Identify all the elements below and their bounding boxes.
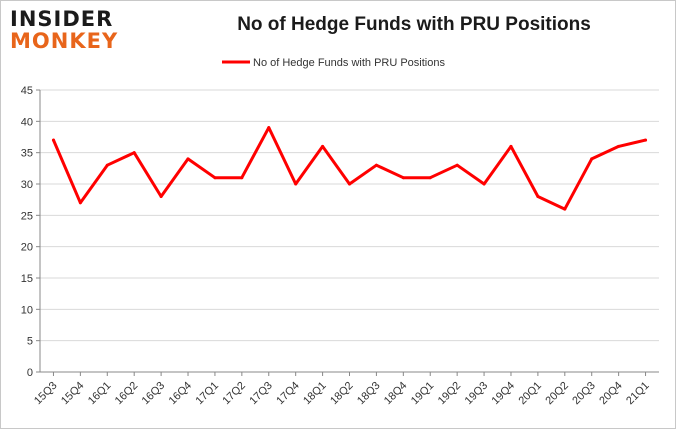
x-tick-label-18Q2: 18Q2 [328, 380, 356, 408]
data-point-19Q4 [509, 144, 513, 148]
data-point-17Q3 [267, 126, 271, 130]
y-tick-label-20: 20 [21, 242, 33, 254]
y-tick-label-15: 15 [21, 273, 33, 285]
y-axis-ticks: 0 5 10 15 20 25 30 35 40 45 [21, 85, 40, 379]
data-point-18Q3 [374, 163, 378, 167]
x-tick-label-18Q4: 18Q4 [382, 380, 410, 408]
y-tick-label-45: 45 [21, 85, 33, 97]
x-tick-label-16Q4: 16Q4 [167, 380, 195, 408]
x-tick-label-17Q1: 17Q1 [194, 380, 222, 408]
data-point-20Q2 [563, 207, 567, 211]
data-point-17Q4 [294, 182, 298, 186]
x-tick-label-20Q3: 20Q3 [570, 380, 598, 408]
data-point-15Q4 [78, 201, 82, 205]
x-tick-label-18Q3: 18Q3 [355, 380, 383, 408]
x-tick-label-15Q4: 15Q4 [59, 380, 87, 408]
y-tick-label-35: 35 [21, 148, 33, 160]
x-tick-label-15Q3: 15Q3 [32, 380, 60, 408]
grid-lines [40, 89, 659, 373]
x-tick-label-17Q3: 17Q3 [247, 380, 275, 408]
data-point-19Q1 [428, 176, 432, 180]
chart-title: No of Hedge Funds with PRU Positions [237, 14, 591, 35]
y-tick-label-10: 10 [21, 304, 33, 316]
x-tick-label-20Q1: 20Q1 [516, 380, 544, 408]
data-point-18Q1 [321, 144, 325, 148]
data-point-19Q3 [482, 182, 486, 186]
x-tick-label-19Q2: 19Q2 [436, 380, 464, 408]
y-tick-label-0: 0 [27, 367, 33, 379]
data-point-15Q3 [51, 138, 55, 142]
x-axis-ticks: 15Q3 15Q4 16Q1 16Q2 16Q3 16Q4 17Q1 17Q2 17Q3 17Q4… [32, 372, 652, 407]
data-point-21Q1 [644, 138, 648, 142]
x-tick-label-16Q3: 16Q3 [140, 380, 168, 408]
x-tick-label-16Q2: 16Q2 [113, 380, 141, 408]
axes [39, 90, 659, 373]
insider-monkey-logo: INSIDER MONKEY [10, 8, 118, 52]
x-tick-label-17Q4: 17Q4 [274, 380, 302, 408]
series-line-0 [52, 126, 647, 211]
data-point-18Q2 [348, 182, 351, 186]
data-point-20Q4 [617, 144, 621, 148]
data-point-20Q3 [590, 157, 594, 161]
data-point-16Q4 [186, 157, 190, 161]
y-tick-label-25: 25 [21, 210, 33, 222]
data-point-16Q3 [159, 195, 163, 199]
logo-line-1: INSIDER [10, 7, 114, 31]
data-point-19Q2 [455, 163, 459, 167]
logo-line-2: MONKEY [10, 29, 119, 53]
data-point-17Q2 [240, 176, 244, 180]
x-tick-label-20Q4: 20Q4 [597, 380, 625, 408]
legend: No of Hedge Funds with PRU Positions [222, 57, 445, 69]
x-tick-label-19Q1: 19Q1 [409, 380, 437, 408]
y-tick-label-5: 5 [27, 336, 33, 348]
data-point-16Q1 [105, 163, 109, 167]
series-layer [51, 126, 648, 211]
data-point-20Q1 [536, 195, 540, 199]
x-tick-label-20Q2: 20Q2 [543, 380, 571, 408]
y-tick-label-30: 30 [21, 179, 33, 191]
x-tick-label-16Q1: 16Q1 [86, 380, 114, 408]
x-tick-label-17Q2: 17Q2 [220, 380, 248, 408]
x-tick-label-21Q1: 21Q1 [624, 380, 652, 408]
x-tick-label-19Q3: 19Q3 [463, 380, 491, 408]
data-point-18Q4 [401, 176, 405, 180]
y-tick-label-40: 40 [21, 116, 33, 128]
data-point-16Q2 [132, 151, 136, 155]
x-tick-label-19Q4: 19Q4 [490, 380, 518, 408]
data-point-17Q1 [213, 176, 217, 180]
x-tick-label-18Q1: 18Q1 [301, 380, 329, 408]
legend-label: No of Hedge Funds with PRU Positions [253, 57, 445, 69]
